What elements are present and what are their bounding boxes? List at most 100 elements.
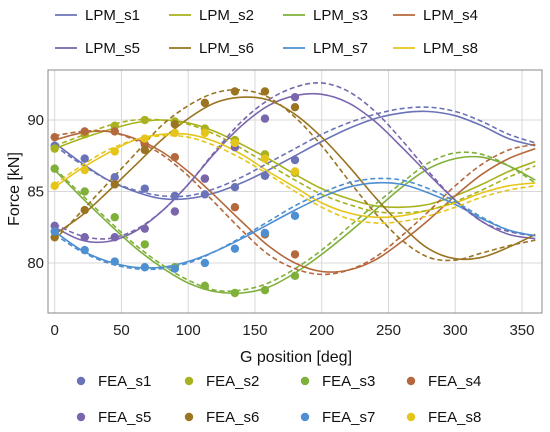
y-axis-label: Force [kN] [6,152,23,226]
legend-lpm: LPM_s1 LPM_s2 LPM_s3 LPM_s4 LPM_s5 LPM_s6 LPM_… [55,7,478,57]
series-line-dashed-8 [54,134,536,224]
point-fea-s8 [200,128,210,138]
legend-label-fea-s3: FEA_s3 [322,373,375,390]
point-fea-s6 [140,145,149,155]
point-fea-s6 [200,98,210,108]
series-line-lpm-s6 [54,96,536,261]
point-fea-s7 [140,263,149,272]
point-fea-s4 [290,250,300,259]
point-fea-s2 [50,144,59,153]
legend-label-lpm-s6: LPM_s6 [199,40,254,57]
point-fea-s4 [80,127,89,136]
point-fea-s5 [200,174,210,183]
point-fea-s3 [290,271,300,281]
legend-label-lpm-s5: LPM_s5 [85,40,140,57]
point-fea-s3 [200,281,210,291]
x-tick-label: 0 [51,322,59,339]
x-tick-label: 100 [176,322,201,339]
legend-label-lpm-s3: LPM_s3 [313,7,368,24]
legend-marker-fea-s8 [406,412,416,422]
series-line-dashed-5 [54,81,536,240]
point-fea-s6 [80,205,89,215]
point-fea-s6 [290,102,300,112]
y-tick-label: 85 [27,184,44,201]
legend-marker-fea-s6 [184,412,194,422]
point-fea-s1 [230,183,240,192]
point-fea-s8 [260,154,270,163]
legend-marker-fea-s2 [184,376,194,386]
point-fea-s1 [170,191,180,200]
series-line-dashed-2 [54,118,536,214]
y-tick-label: 90 [27,112,44,129]
y-tick-label: 80 [27,255,44,272]
point-fea-s5 [140,224,149,233]
point-fea-s5 [170,207,180,216]
fea-points [50,87,300,298]
x-tick-label: 50 [113,322,130,339]
point-fea-s5 [260,114,270,123]
legend-label-fea-s5: FEA_s5 [98,409,151,426]
legend-marker-fea-s1 [76,376,86,386]
legend-label-fea-s2: FEA_s2 [206,373,259,390]
point-fea-s8 [230,138,240,148]
point-fea-s1 [80,154,89,163]
point-fea-s3 [110,213,119,222]
point-fea-s5 [290,92,300,102]
point-fea-s4 [50,132,59,142]
point-fea-s1 [260,171,270,180]
point-fea-s6 [260,87,270,96]
point-fea-s8 [290,167,300,176]
legend-label-fea-s4: FEA_s4 [428,373,481,390]
point-fea-s3 [80,187,89,196]
x-tick-label: 300 [443,322,468,339]
point-fea-s3 [140,240,149,249]
point-fea-s7 [80,245,89,255]
point-fea-s1 [200,190,210,199]
series-lines [54,81,536,295]
point-fea-s4 [110,127,119,136]
series-line-dashed-1 [54,106,536,198]
x-tick-label: 350 [509,322,534,339]
x-tick-label: 200 [309,322,334,339]
legend-marker-fea-s7 [300,412,310,422]
point-fea-s7 [170,264,180,273]
point-fea-s6 [170,120,180,129]
plot-border [47,69,543,314]
x-axis-label: G position [deg] [240,349,352,366]
series-line-dashed-6 [54,88,536,262]
point-fea-s8 [140,134,149,143]
legend-label-fea-s7: FEA_s7 [322,409,375,426]
point-fea-s2 [140,115,149,125]
point-fea-s5 [80,233,89,242]
x-tick-label: 150 [242,322,267,339]
point-fea-s3 [230,288,240,298]
legend-label-lpm-s1: LPM_s1 [85,7,140,24]
series-line-lpm-s1 [54,110,536,201]
point-fea-s7 [290,211,300,220]
point-fea-s7 [200,258,210,268]
point-fea-s8 [80,165,89,175]
x-tick-label: 250 [376,322,401,339]
series-line-lpm-s4 [54,130,536,273]
point-fea-s7 [50,227,59,236]
point-fea-s6 [110,180,119,189]
point-fea-s8 [170,128,180,138]
point-fea-s6 [230,87,240,96]
legend-label-lpm-s4: LPM_s4 [423,7,478,24]
legend-label-lpm-s2: LPM_s2 [199,7,254,24]
point-fea-s4 [230,203,240,212]
point-fea-s7 [110,257,119,266]
legend-label-fea-s6: FEA_s6 [206,409,259,426]
legend-label-fea-s1: FEA_s1 [98,373,151,390]
point-fea-s3 [50,164,59,173]
legend-fea: FEA_s1 FEA_s2 FEA_s3 FEA_s4 FEA_s5 FEA_s6 FEA_… [76,373,481,426]
point-fea-s4 [170,152,180,162]
point-fea-s5 [110,233,119,242]
point-fea-s3 [260,285,270,295]
series-line-lpm-s7 [54,181,536,269]
legend-marker-fea-s5 [76,412,86,422]
legend-marker-fea-s3 [300,376,310,386]
point-fea-s1 [110,173,119,182]
legend-label-fea-s8: FEA_s8 [428,409,481,426]
